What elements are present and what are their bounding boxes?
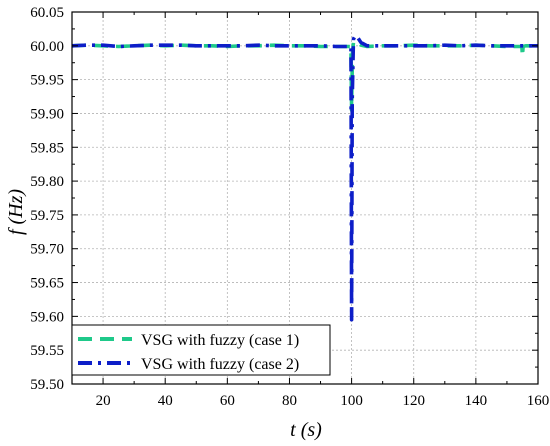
x-tick-label: 120 — [402, 393, 425, 409]
x-tick-label: 160 — [527, 393, 550, 409]
y-tick-label: 59.90 — [30, 106, 64, 122]
y-tick-label: 59.75 — [30, 208, 64, 224]
y-axis-label: f (Hz) — [5, 189, 27, 235]
y-tick-label: 59.55 — [30, 343, 64, 359]
y-tick-label: 59.80 — [30, 174, 64, 190]
series-lines — [71, 33, 538, 322]
y-tick-label: 59.65 — [30, 276, 64, 292]
y-tick-label: 59.50 — [30, 377, 64, 393]
x-axis-label: t (s) — [290, 419, 322, 441]
y-tick-labels: 59.50 59.55 59.60 59.65 59.70 59.75 59.80 59.85… — [30, 5, 64, 393]
x-tick-label: 20 — [96, 393, 111, 409]
x-tick-label: 140 — [465, 393, 488, 409]
legend-label-case2: VSG with fuzzy (case 2) — [141, 356, 299, 373]
x-tick-label: 40 — [158, 393, 173, 409]
legend-box — [71, 324, 331, 376]
x-tick-label: 100 — [340, 393, 363, 409]
y-tick-label: 60.00 — [30, 39, 64, 55]
y-tick-label: 59.85 — [30, 140, 64, 156]
axis-ticks — [71, 11, 539, 385]
series-line-case2 — [71, 33, 538, 322]
x-tick-label: 80 — [282, 393, 297, 409]
legend-label-case1: VSG with fuzzy (case 1) — [141, 332, 299, 349]
plot-background — [72, 12, 538, 384]
x-tick-label: 60 — [220, 393, 235, 409]
y-tick-label: 60.05 — [30, 5, 64, 21]
x-tick-labels: 20 40 60 80 100 120 140 160 — [96, 393, 550, 409]
y-tick-label: 59.70 — [30, 242, 64, 258]
y-tick-label: 59.60 — [30, 309, 64, 325]
y-tick-label: 59.95 — [30, 73, 64, 89]
legend: VSG with fuzzy (case 1) VSG with fuzzy (… — [71, 324, 331, 376]
